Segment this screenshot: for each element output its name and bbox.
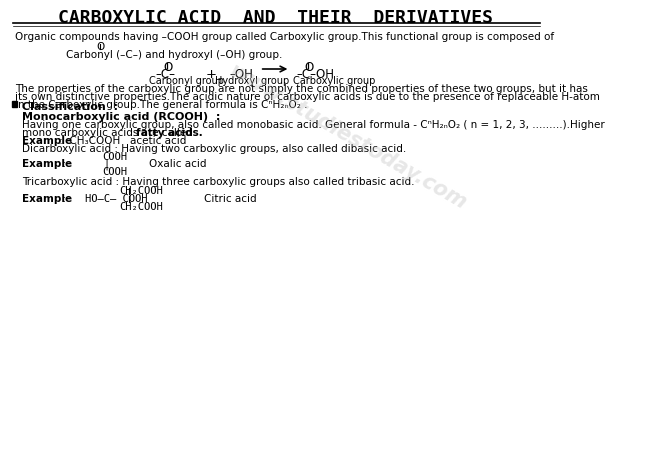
Text: –C–: –C– (156, 68, 175, 81)
Text: –OH: –OH (229, 68, 253, 81)
Text: Classification  :: Classification : (22, 102, 118, 112)
Text: HO–C– COOH: HO–C– COOH (85, 194, 147, 204)
Text: Organic compounds having –COOH group called Carboxylic group.This functional gro: Organic compounds having –COOH group cal… (15, 32, 555, 42)
Text: Carbonyl (–C–) and hydroxyl (–OH) group.: Carbonyl (–C–) and hydroxyl (–OH) group. (66, 50, 283, 60)
Text: fatty acids.: fatty acids. (136, 128, 202, 138)
Text: its own distinctive properties.The acidic nature of carboxylic acids is due to t: its own distinctive properties.The acidi… (15, 92, 600, 102)
Text: Example: Example (22, 136, 72, 146)
Text: Having one carboxylic group, also called monobasic acid. General formula - CⁿH₂ₙ: Having one carboxylic group, also called… (22, 120, 605, 130)
Text: Example: Example (22, 159, 72, 169)
Text: CARBOXYLIC ACID  AND  THEIR  DERIVATIVES: CARBOXYLIC ACID AND THEIR DERIVATIVES (59, 9, 493, 27)
Text: in the Carboxylic group.The general formula is CⁿH₂ₙO₂ .: in the Carboxylic group.The general form… (15, 100, 308, 110)
Text: The properties of the carboxylic group are not simply the combined properties of: The properties of the carboxylic group a… (15, 84, 588, 94)
Text: +: + (206, 68, 216, 81)
Text: Oxalic acid: Oxalic acid (148, 159, 206, 169)
Text: Dicarboxylic acid : Having two carboxylic groups, also called dibasic acid.: Dicarboxylic acid : Having two carboxyli… (22, 144, 406, 154)
Bar (12, 102, 17, 108)
Text: O: O (163, 61, 173, 74)
Text: Carboxylic group: Carboxylic group (293, 76, 375, 86)
Text: O: O (96, 42, 104, 52)
Text: :  CH₃COOH   acetic acid: : CH₃COOH acetic acid (56, 136, 186, 146)
Text: –C–OH: –C–OH (296, 68, 334, 81)
Text: COOH: COOH (102, 167, 127, 177)
Text: CH₂COOH: CH₂COOH (119, 186, 163, 196)
Text: Carbonyl group: Carbonyl group (148, 76, 223, 86)
Text: mono carboxylic acids are called: mono carboxylic acids are called (22, 128, 196, 138)
Text: www.studiestoday.com: www.studiestoday.com (226, 60, 471, 213)
Text: |: | (104, 159, 110, 170)
Text: COOH: COOH (102, 152, 127, 162)
Text: :: : (56, 159, 66, 169)
Text: Tricarboxylic acid : Having three carboxylic groups also called tribasic acid.: Tricarboxylic acid : Having three carbox… (22, 177, 415, 187)
Text: :: : (56, 194, 66, 204)
Text: Monocarboxylic acid (RCOOH)  :: Monocarboxylic acid (RCOOH) : (22, 112, 221, 122)
Text: Hydroxyl group: Hydroxyl group (215, 76, 289, 86)
Text: O: O (304, 61, 313, 74)
Text: Citric acid: Citric acid (204, 194, 256, 204)
Text: CH₂COOH: CH₂COOH (119, 201, 163, 211)
Text: Example: Example (22, 194, 72, 204)
